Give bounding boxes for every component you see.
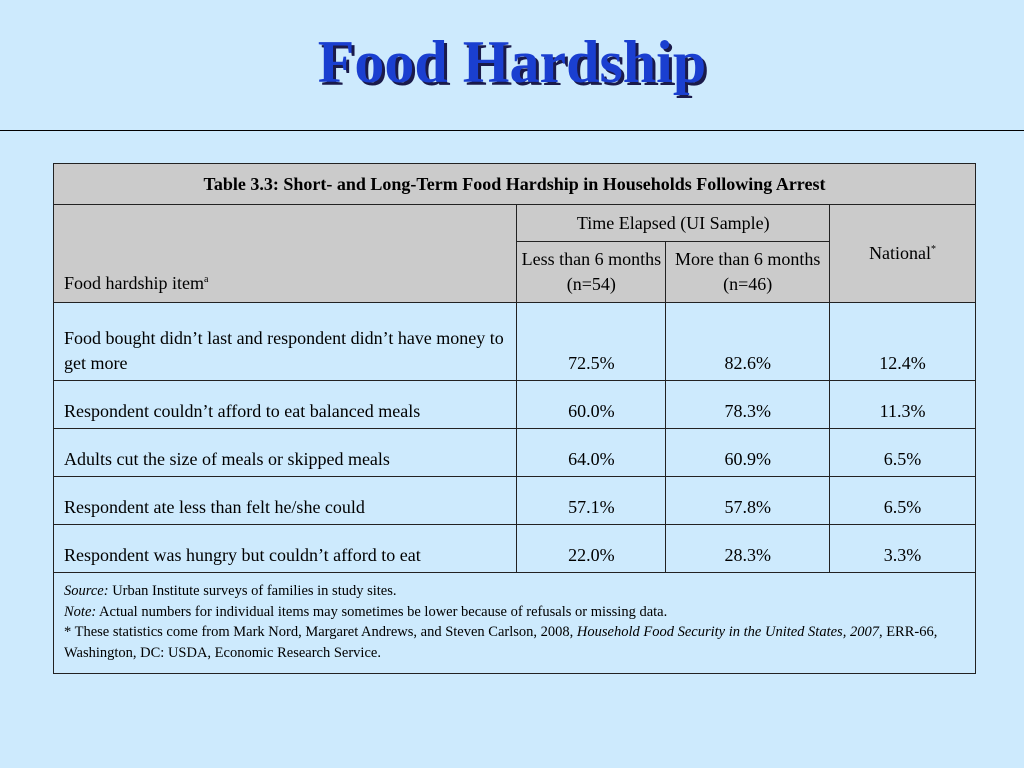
row-value-long-term: 57.8%: [665, 476, 831, 525]
row-value-national: 6.5%: [829, 428, 976, 477]
row-value-short-term: 64.0%: [516, 428, 667, 477]
table-row: Respondent ate less than felt he/she cou…: [52, 476, 976, 525]
row-item-label: Food bought didn’t last and respondent d…: [52, 302, 518, 381]
table-caption: Table 3.3: Short- and Long-Term Food Har…: [53, 163, 976, 205]
row-value-long-term: 82.6%: [665, 302, 831, 381]
column-header-short-term: Less than 6 months (n=54): [516, 241, 667, 303]
row-value-national: 6.5%: [829, 476, 976, 525]
slide-title: Food Hardship: [317, 29, 707, 95]
row-value-national: 12.4%: [829, 302, 976, 381]
row-value-short-term: 60.0%: [516, 380, 667, 429]
table-row: Respondent couldn’t afford to eat balanc…: [52, 380, 976, 429]
column-group-header-time-elapsed: Time Elapsed (UI Sample): [516, 204, 831, 242]
data-note: Note: Actual numbers for individual item…: [64, 602, 965, 623]
row-value-long-term: 28.3%: [665, 524, 831, 573]
note-label: Note:: [64, 603, 97, 620]
table-notes: Source: Urban Institute surveys of famil…: [53, 572, 976, 674]
title-divider: [0, 130, 1024, 131]
row-value-short-term: 72.5%: [516, 302, 667, 381]
table-row: Respondent was hungry but couldn’t affor…: [52, 524, 976, 573]
column-header-long-term: More than 6 months (n=46): [665, 241, 831, 303]
row-value-national: 11.3%: [829, 380, 976, 429]
footnote-tail: , ERR-66, Washington, DC: USDA, Economic…: [64, 624, 938, 661]
row-value-short-term: 57.1%: [516, 476, 667, 525]
source-text: Urban Institute surveys of families in s…: [108, 583, 397, 599]
row-item-label: Respondent was hungry but couldn’t affor…: [52, 524, 518, 573]
row-value-national: 3.3%: [829, 524, 976, 573]
row-value-short-term: 22.0%: [516, 524, 667, 573]
column-header-item: Food hardship itema: [52, 204, 518, 303]
column-header-national-label: National: [869, 243, 932, 263]
source-label: Source:: [64, 583, 109, 599]
row-value-long-term: 60.9%: [665, 428, 831, 477]
row-item-label: Respondent couldn’t afford to eat balanc…: [52, 380, 518, 429]
note-text: Actual numbers for individual items may …: [96, 603, 668, 620]
row-item-label: Respondent ate less than felt he/she cou…: [52, 476, 518, 525]
national-footnote: * These statistics come from Mark Nord, …: [64, 622, 965, 663]
column-header-national: National*: [829, 204, 976, 303]
table-row: Adults cut the size of meals or skipped …: [52, 428, 976, 477]
table-row: Food bought didn’t last and respondent d…: [52, 302, 976, 381]
footnote-publication-title: Household Food Security in the United St…: [576, 624, 879, 640]
row-value-long-term: 78.3%: [665, 380, 831, 429]
footnote-marker-a: a: [204, 274, 209, 285]
table-notes-row: Source: Urban Institute surveys of famil…: [53, 572, 976, 674]
footnote-marker-star: *: [931, 244, 937, 255]
column-header-item-label: Food hardship item: [64, 273, 204, 293]
food-hardship-table: Table 3.3: Short- and Long-Term Food Har…: [52, 163, 976, 674]
footnote-text: * These statistics come from Mark Nord, …: [64, 624, 577, 640]
source-note: Source: Urban Institute surveys of famil…: [64, 581, 965, 602]
row-item-label: Adults cut the size of meals or skipped …: [52, 428, 518, 477]
